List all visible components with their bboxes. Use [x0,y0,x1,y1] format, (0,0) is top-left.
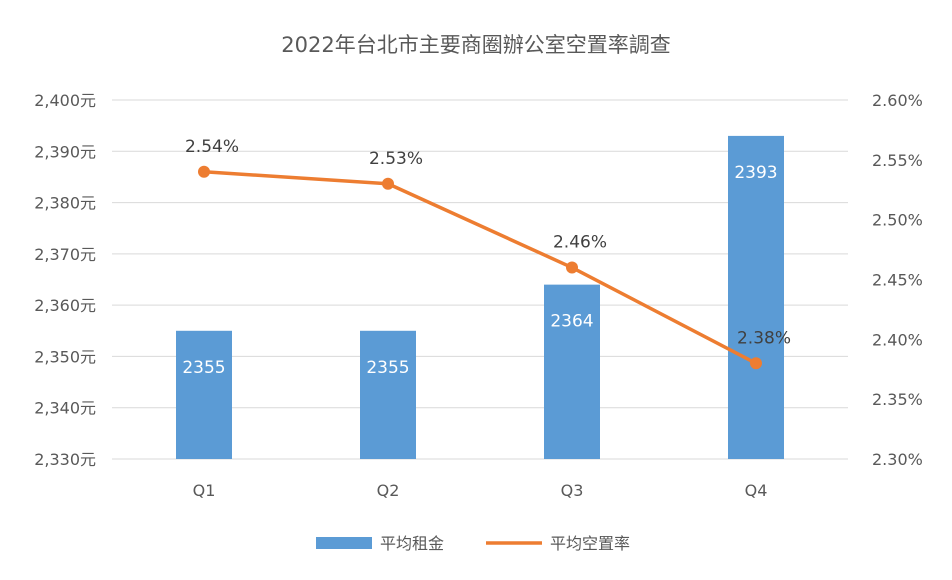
right-tick-label: 2.55% [872,151,923,170]
bar-data-label: 2355 [366,358,409,378]
left-tick-label: 2,350元 [34,347,96,366]
right-tick-label: 2.60% [872,91,923,110]
right-axis: 2.30% 2.35% 2.40% 2.45% 2.50% 2.55% 2.60% [872,91,923,469]
chart-title: 2022年台北市主要商圈辦公室空置率調查 [281,33,670,57]
line-data-label: 2.54% [185,137,239,157]
right-tick-label: 2.50% [872,211,923,230]
left-tick-label: 2,390元 [34,142,96,161]
gridlines [112,99,848,460]
x-tick-label: Q2 [377,481,400,500]
legend-line-label: 平均空置率 [550,534,630,553]
legend-bar-swatch [316,537,372,549]
line-data-label: 2.38% [737,328,791,348]
left-tick-label: 2,380元 [34,194,96,213]
bar [544,284,600,459]
line-data-label: 2.53% [369,149,423,169]
x-tick-label: Q1 [193,481,216,500]
bar-data-label: 2393 [734,163,777,183]
left-tick-label: 2,340元 [34,399,96,418]
bar-data-label: 2355 [182,358,225,378]
bar [360,330,416,459]
left-tick-label: 2,360元 [34,296,96,315]
line-path [203,170,757,365]
bar-data-label: 2364 [550,312,593,332]
x-tick-label: Q4 [745,481,768,500]
bar-series: 2355 2355 2364 2393 [176,135,784,459]
x-axis: Q1 Q2 Q3 Q4 [193,481,768,500]
left-axis: 2,330元 2,340元 2,350元 2,360元 2,370元 2,380元 2,39… [34,91,96,469]
right-tick-label: 2.30% [872,450,923,469]
line-point [566,261,578,274]
line-data-label: 2.46% [553,233,607,253]
legend: 平均租金 平均空置率 [316,534,630,553]
line-point [382,177,394,190]
right-tick-label: 2.45% [872,271,923,290]
left-tick-label: 2,400元 [34,91,96,110]
right-tick-label: 2.35% [872,390,923,409]
line-point [750,357,762,370]
line-point [198,165,210,178]
left-tick-label: 2,330元 [34,450,96,469]
bar [728,135,784,459]
x-tick-label: Q3 [561,481,584,500]
right-tick-label: 2.40% [872,330,923,349]
legend-bar-label: 平均租金 [380,534,444,553]
line-series: 2.54% 2.53% 2.46% 2.38% [185,137,791,370]
left-tick-label: 2,370元 [34,245,96,264]
bar [176,330,232,459]
